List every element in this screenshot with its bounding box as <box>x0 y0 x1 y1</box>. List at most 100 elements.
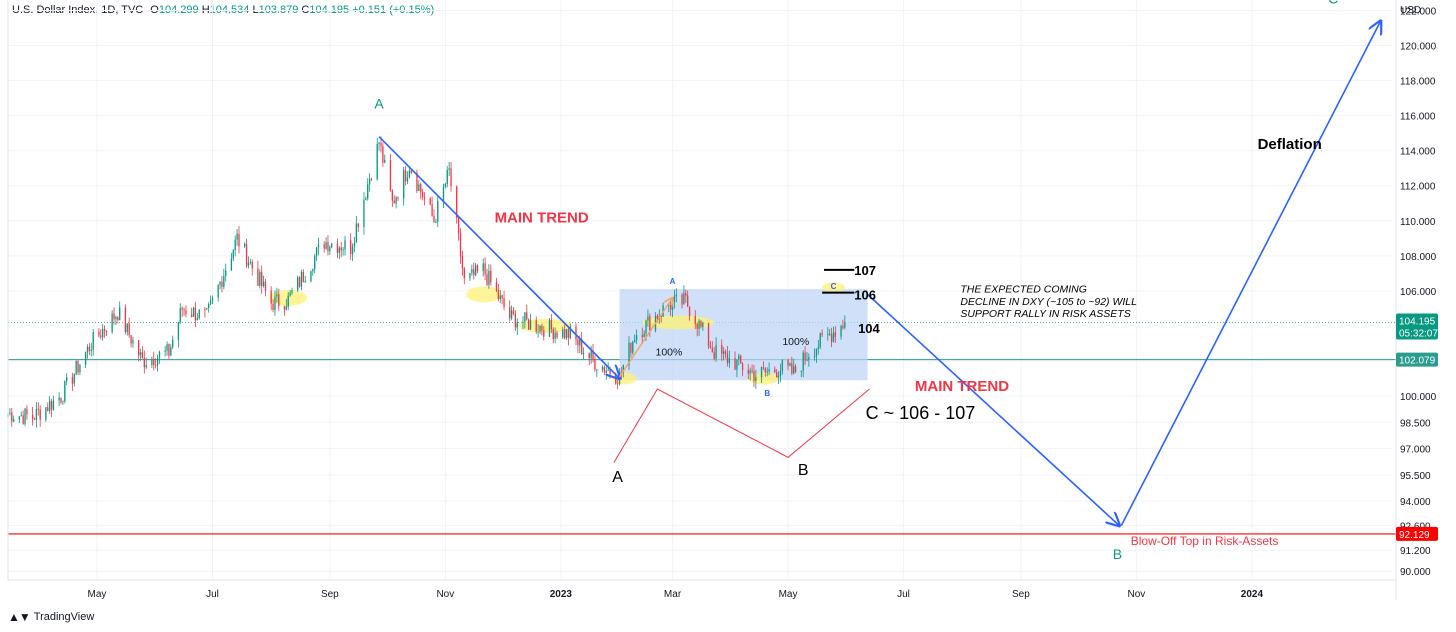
consolidation-box <box>619 289 868 381</box>
candle <box>569 323 571 340</box>
candle <box>844 315 846 330</box>
candle <box>408 168 411 179</box>
candle-body <box>283 306 286 310</box>
candle-body <box>117 317 119 321</box>
candle <box>832 326 835 343</box>
candle-body <box>607 369 609 371</box>
candle <box>9 408 11 416</box>
candle <box>291 287 293 295</box>
candle <box>393 195 395 204</box>
candle <box>715 337 717 362</box>
candle <box>47 402 49 412</box>
candle <box>601 365 604 373</box>
candle <box>469 272 471 281</box>
candle <box>79 363 81 376</box>
candle-body <box>132 340 134 344</box>
level-104-label: 104 <box>858 321 880 336</box>
candle-body <box>194 307 197 321</box>
candle-body <box>166 344 168 351</box>
candle <box>829 328 831 336</box>
x-tick-label: Mar <box>664 589 682 600</box>
candle <box>694 310 696 329</box>
candle <box>60 397 62 405</box>
candle <box>433 209 435 223</box>
candle-body <box>238 233 240 247</box>
tradingview-brand[interactable]: ▲▼ TradingView <box>8 610 94 624</box>
candle-body <box>537 331 539 333</box>
candle-body <box>448 168 450 171</box>
candle-body <box>47 407 49 411</box>
candle-body <box>721 345 723 354</box>
candle-body <box>315 247 318 257</box>
candle-body <box>243 243 246 247</box>
candle-body <box>789 363 791 366</box>
candle <box>198 309 200 320</box>
candle-body <box>211 297 214 301</box>
candle-body <box>367 184 369 199</box>
candle <box>541 323 543 336</box>
candle <box>243 242 246 248</box>
main-trend-arrow-1 <box>378 136 619 379</box>
candle <box>259 269 261 289</box>
candle-body <box>298 277 301 287</box>
candle-body <box>760 367 763 378</box>
candle-body <box>582 353 585 355</box>
candle <box>724 349 727 359</box>
candle <box>166 341 168 356</box>
candle <box>503 290 505 311</box>
candle-body <box>353 242 356 247</box>
wave-major-a-label: A <box>374 96 384 112</box>
candle-body <box>262 281 265 286</box>
candle-body <box>62 401 64 403</box>
candle <box>800 370 802 378</box>
candle-body <box>105 330 108 333</box>
candle <box>423 192 426 206</box>
candle <box>278 288 280 311</box>
candle-body <box>287 295 289 307</box>
candle <box>766 367 768 377</box>
candle <box>509 300 511 322</box>
candle <box>596 368 598 377</box>
candle-body <box>808 357 810 360</box>
candle <box>232 249 234 262</box>
candle-body <box>77 360 79 373</box>
candle-body <box>675 294 677 297</box>
candle <box>247 256 250 269</box>
candle-body <box>660 316 662 317</box>
candle <box>707 322 710 350</box>
candle-body <box>102 329 104 338</box>
candle-body <box>829 333 831 335</box>
candle <box>310 270 312 283</box>
candle-body <box>764 368 766 372</box>
candle <box>709 340 712 349</box>
candle-body <box>723 351 725 354</box>
candle <box>711 341 713 353</box>
candle <box>476 264 479 274</box>
candle <box>181 306 183 317</box>
x-tick-label: Sep <box>1012 589 1030 600</box>
axes: USD90.00091.20092.60094.00095.50097.0009… <box>7 0 1438 600</box>
symbol-name: U.S. Dollar Index, 1D, TVC <box>12 4 144 16</box>
candle <box>272 299 274 313</box>
candle-body <box>300 271 303 287</box>
candle-body <box>461 256 464 269</box>
candle-body <box>64 380 66 402</box>
candle <box>605 366 607 380</box>
candle-body <box>155 365 157 366</box>
candle-body <box>556 332 558 338</box>
highlight-zone <box>748 372 779 385</box>
candle-body <box>844 322 846 328</box>
candle <box>370 177 373 182</box>
candle-body <box>219 281 221 285</box>
candle-body <box>630 342 632 353</box>
candle <box>529 313 532 330</box>
candle <box>552 327 554 344</box>
candle <box>793 358 795 375</box>
candle <box>702 321 704 331</box>
candle-body <box>183 309 185 311</box>
candle-body <box>755 377 757 382</box>
candle-body <box>137 340 140 356</box>
candle <box>791 356 793 376</box>
candle-body <box>143 358 145 368</box>
